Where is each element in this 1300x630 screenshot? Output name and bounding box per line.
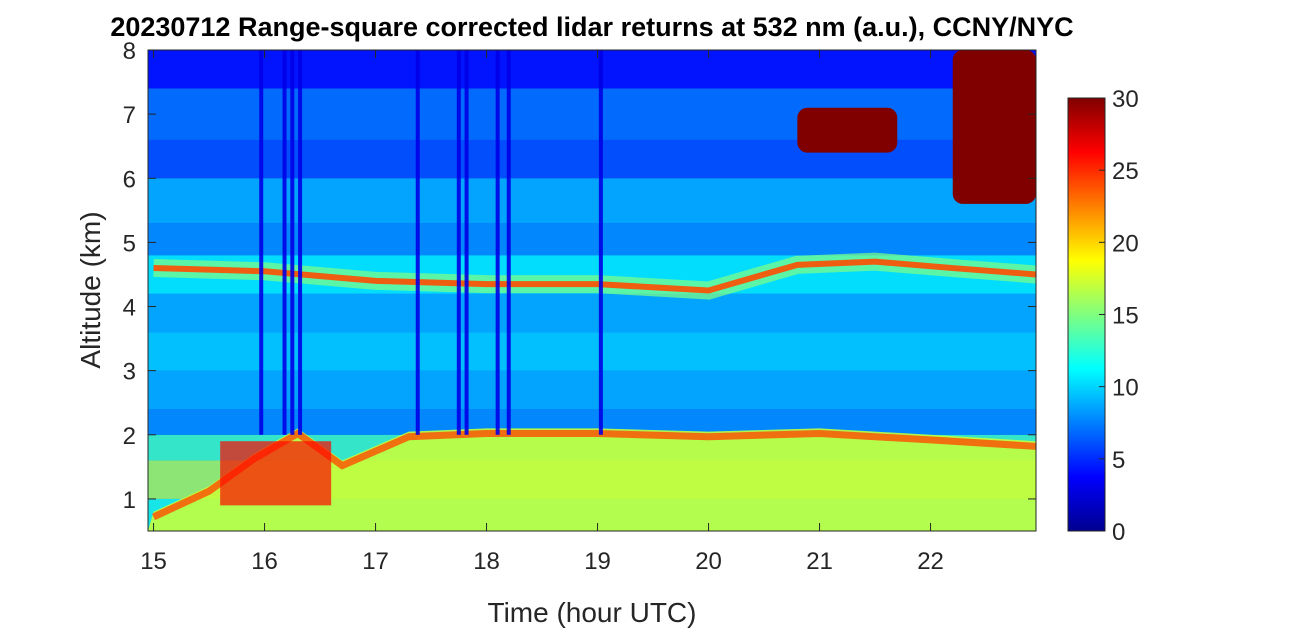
heatmap-area bbox=[148, 50, 1036, 531]
y-tick-label: 1 bbox=[123, 487, 136, 514]
heatmap-band bbox=[148, 293, 1036, 333]
plot-frame bbox=[147, 49, 1037, 532]
signal-dropout bbox=[415, 50, 420, 435]
x-tick-label: 18 bbox=[473, 548, 500, 575]
colorbar-ticks: 0 5 10 15 20 25 30 bbox=[1099, 86, 1139, 546]
colorbar-tick-label: 15 bbox=[1112, 303, 1139, 330]
y-tick-label: 7 bbox=[123, 102, 136, 129]
y-tick-label: 8 bbox=[123, 38, 136, 65]
heatmap-band bbox=[148, 178, 1036, 224]
heatmap-band bbox=[148, 88, 1036, 140]
x-tick-label: 16 bbox=[251, 548, 278, 575]
colorbar-tick-label: 20 bbox=[1112, 230, 1139, 257]
x-tick-label: 19 bbox=[584, 548, 611, 575]
colorbar-tick-label: 5 bbox=[1112, 447, 1125, 474]
signal-dropout bbox=[598, 50, 603, 435]
colorbar-tick-label: 25 bbox=[1112, 158, 1139, 185]
y-tick-label: 3 bbox=[123, 359, 136, 386]
y-axis-label: Altitude (km) bbox=[75, 211, 106, 368]
heatmap-band bbox=[148, 50, 1036, 89]
heatmap-band bbox=[148, 370, 1036, 410]
signal-dropout bbox=[456, 50, 461, 435]
colorbar bbox=[1067, 97, 1106, 532]
x-axis: 15 16 17 18 19 20 21 22 bbox=[140, 50, 944, 575]
y-tick-label: 2 bbox=[123, 423, 136, 450]
x-tick-label: 22 bbox=[917, 548, 944, 575]
colorbar-tick-label: 10 bbox=[1112, 375, 1139, 402]
heatmap-band bbox=[148, 139, 1036, 179]
y-tick-label: 5 bbox=[123, 230, 136, 257]
x-tick-label: 20 bbox=[695, 548, 722, 575]
signal-dropout bbox=[506, 50, 511, 435]
y-tick-label: 6 bbox=[123, 166, 136, 193]
heatmap-band bbox=[148, 223, 1036, 256]
signal-dropout bbox=[290, 50, 295, 435]
cirrus-cloud bbox=[797, 107, 898, 153]
x-tick-label: 21 bbox=[806, 548, 833, 575]
cirrus-cloud bbox=[952, 50, 1036, 204]
chart-title: 20230712 Range-square corrected lidar re… bbox=[110, 12, 1073, 42]
heatmap-layers bbox=[148, 50, 1036, 531]
signal-dropout bbox=[464, 50, 469, 435]
x-axis-label: Time (hour UTC) bbox=[488, 597, 697, 628]
aerosol-layer bbox=[153, 258, 1036, 294]
colorbar-tick-label: 0 bbox=[1112, 519, 1125, 546]
y-axis: 1 2 3 4 5 6 7 8 bbox=[123, 38, 1036, 514]
signal-dropout bbox=[298, 50, 303, 435]
signal-dropout bbox=[259, 50, 264, 435]
convective-plume bbox=[220, 441, 332, 506]
x-tick-label: 17 bbox=[362, 548, 389, 575]
colorbar-tick-label: 30 bbox=[1112, 86, 1139, 113]
y-tick-label: 4 bbox=[123, 295, 136, 322]
signal-dropout bbox=[495, 50, 500, 435]
heatmap-band bbox=[148, 332, 1036, 371]
x-tick-label: 15 bbox=[140, 548, 167, 575]
signal-dropout bbox=[282, 50, 287, 435]
